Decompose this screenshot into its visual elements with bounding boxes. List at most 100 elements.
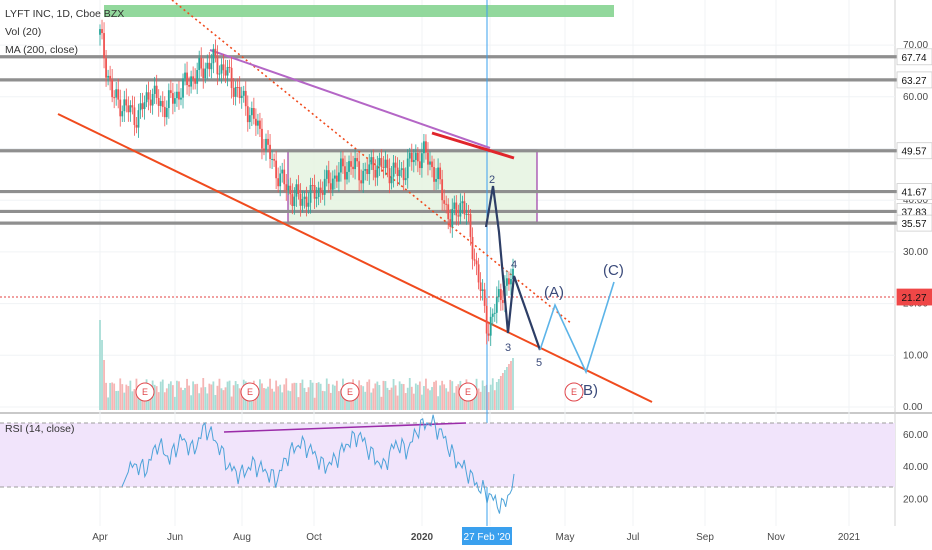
earnings-marker[interactable]: E [340, 382, 360, 402]
candle-body [370, 157, 373, 165]
volume-bar [261, 383, 263, 410]
volume-bar [477, 388, 480, 410]
candle-body [449, 219, 452, 227]
volume-bar [127, 386, 130, 410]
volume-bar [382, 380, 385, 410]
candle-body [111, 79, 114, 98]
candle-body [414, 152, 417, 160]
volume-bar [125, 384, 128, 410]
price-tick-label: 30.00 [903, 247, 928, 258]
candle-body [248, 115, 251, 123]
volume-bar [109, 382, 112, 410]
volume-bar [291, 383, 294, 410]
volume-bar [479, 391, 482, 410]
volume-bar [400, 383, 403, 410]
earnings-marker[interactable]: E [135, 382, 155, 402]
candle-body [499, 289, 502, 301]
volume-bar [398, 381, 401, 410]
volume-bar [358, 380, 361, 410]
symbol-legend[interactable]: LYFT INC, 1D, Cboe BZX [5, 8, 124, 20]
candle-body [362, 170, 365, 184]
volume-bar [366, 381, 369, 410]
volume-bar [180, 387, 182, 410]
volume-bar [321, 390, 324, 410]
candle-body [257, 120, 259, 126]
volume-bar [313, 397, 316, 410]
volume-bar [423, 386, 425, 410]
volume-bar [510, 361, 512, 410]
candle-body [182, 78, 184, 98]
earnings-marker[interactable]: E [240, 382, 260, 402]
candle-body [368, 164, 371, 175]
candle-body [329, 183, 332, 190]
volume-bar [414, 383, 417, 410]
volume-bar [410, 386, 413, 410]
volume-bar [131, 391, 134, 410]
volume-bar [319, 383, 322, 410]
candle-body [143, 102, 146, 110]
candle-body [418, 161, 421, 169]
corrective-wave-path [539, 281, 615, 375]
volume-bar [293, 382, 296, 410]
candle-body [378, 158, 381, 166]
volume-bar [433, 381, 435, 410]
volume-bar [388, 389, 391, 410]
volume-bar [230, 396, 233, 410]
candle-body [321, 192, 324, 195]
candle-body [404, 178, 407, 181]
candle-body [159, 100, 162, 106]
candle-body [285, 184, 288, 191]
volume-legend[interactable]: Vol (20) [5, 26, 41, 38]
candle-body [267, 138, 269, 145]
candle-body [224, 70, 227, 76]
candle-body [212, 48, 215, 64]
volume-bar [269, 378, 271, 410]
candle-body [186, 72, 188, 86]
volume-bar [275, 380, 278, 410]
volume-bar [404, 393, 407, 410]
time-tick-label: Sep [696, 532, 714, 543]
candle-body [192, 76, 195, 79]
volume-bar [113, 383, 116, 410]
candle-body [129, 105, 132, 113]
volume-bar [190, 395, 193, 410]
earnings-marker[interactable]: E [564, 382, 584, 402]
volume-bar [323, 391, 326, 410]
candle-body [412, 159, 415, 163]
candle-body [354, 158, 356, 170]
volume-bar [271, 388, 273, 410]
crosshair-date-label: 27 Feb '20 [464, 532, 511, 543]
candle-body [216, 56, 219, 75]
candle-body [119, 99, 122, 117]
volume-bar [123, 392, 126, 410]
volume-bar [416, 384, 419, 410]
volume-bar [287, 390, 290, 410]
time-axis-ticks: Apr Jun Aug Oct 2020 May Jul Sep Nov 2021 [92, 532, 860, 543]
volume-bar [378, 385, 381, 410]
candle-body [240, 95, 243, 98]
wave-label-c: (C) [603, 262, 624, 279]
volume-bar [360, 385, 363, 410]
volume-bar [445, 388, 448, 410]
volume-bar [317, 382, 320, 410]
candle-body [465, 213, 468, 215]
ma-legend[interactable]: MA (200, close) [5, 44, 78, 56]
volume-bar [305, 392, 308, 410]
volume-bar [327, 383, 330, 410]
volume-bar [340, 389, 342, 410]
candle-body [346, 171, 348, 180]
volume-bar [208, 383, 211, 410]
earnings-marker[interactable]: E [458, 382, 478, 402]
candle-body [427, 152, 429, 165]
volume-bar [224, 387, 227, 410]
crosshair-date-box [462, 527, 512, 545]
rsi-legend[interactable]: RSI (14, close) [5, 423, 74, 435]
volume-bar [186, 378, 188, 410]
volume-bar [331, 384, 334, 410]
candle-body [388, 168, 391, 184]
candle-body [295, 184, 298, 197]
volume-bar [279, 384, 282, 410]
volume-bar [483, 385, 486, 410]
price-tick-label: 10.00 [903, 350, 928, 361]
